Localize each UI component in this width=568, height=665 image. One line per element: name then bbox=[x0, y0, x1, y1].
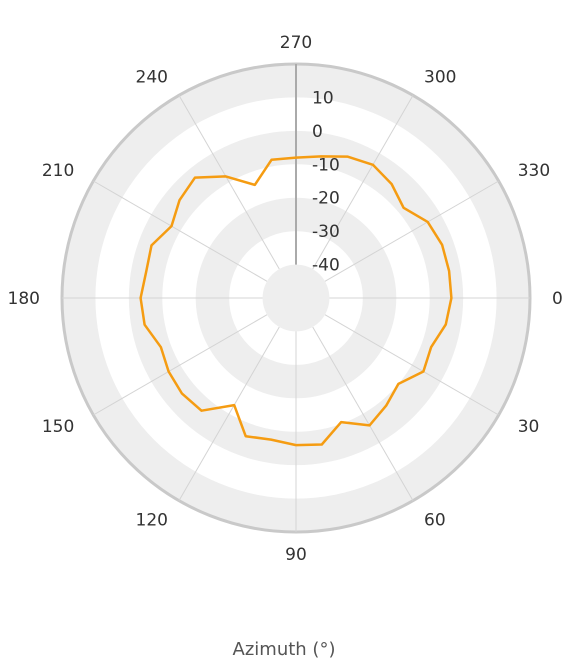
grid-spoke bbox=[93, 180, 268, 282]
angle-tick-label: 60 bbox=[424, 511, 446, 531]
angular-grid bbox=[62, 64, 530, 532]
angle-tick-label: 30 bbox=[518, 417, 540, 437]
angle-tick-label: 90 bbox=[285, 545, 307, 565]
angle-tick-label: 270 bbox=[280, 33, 312, 53]
radial-tick-label: -40 bbox=[312, 256, 340, 276]
series-line bbox=[139, 155, 453, 447]
angle-tick-label: 120 bbox=[136, 511, 168, 531]
angular-axis-title: Azimuth (°) bbox=[233, 639, 336, 660]
angle-tick-label: 150 bbox=[42, 417, 74, 437]
angle-tick-label: 210 bbox=[42, 161, 74, 181]
radial-tick-label: -10 bbox=[312, 155, 340, 175]
radial-tick-label: 0 bbox=[312, 122, 323, 142]
angle-tick-label: 330 bbox=[518, 161, 550, 181]
grid-spoke bbox=[324, 314, 499, 416]
series-layer bbox=[139, 155, 453, 447]
radial-band bbox=[262, 264, 330, 332]
radial-tick-label: 10 bbox=[312, 88, 334, 108]
grid-spoke bbox=[324, 180, 499, 282]
radial-tick-label: -30 bbox=[312, 222, 340, 242]
grid-spoke bbox=[178, 95, 280, 270]
angle-tick-label: 0 bbox=[552, 289, 563, 309]
angle-tick-label: 180 bbox=[8, 289, 40, 309]
grid-spoke bbox=[312, 95, 414, 270]
radial-tick-label: -20 bbox=[312, 189, 340, 209]
grid-spoke bbox=[312, 326, 414, 501]
grid-spoke bbox=[93, 314, 268, 416]
angle-tick-label: 300 bbox=[424, 67, 456, 87]
tick-labels: 0 30 60 90 120 150 180 210 240 270 300 330 10 0 -10 -20… bbox=[8, 33, 563, 565]
grid-spoke bbox=[178, 326, 280, 501]
angle-tick-label: 240 bbox=[136, 67, 168, 87]
